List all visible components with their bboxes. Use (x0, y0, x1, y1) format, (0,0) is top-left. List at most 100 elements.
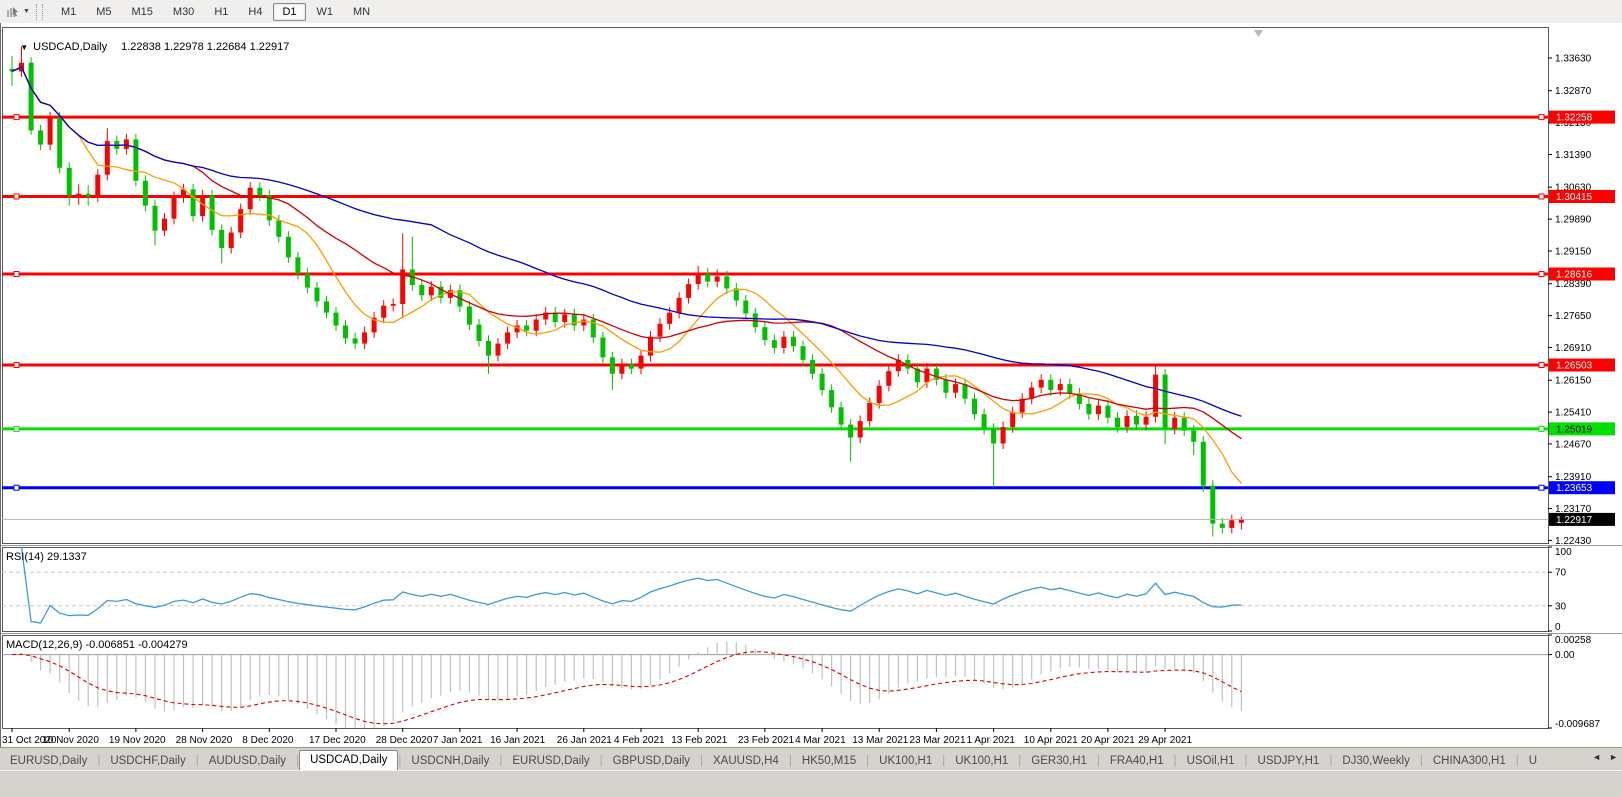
svg-text:1.28616: 1.28616 (1556, 270, 1593, 281)
timeframe-buttons: M1 M5 M15 M30 H1 H4 D1 W1 MN (51, 2, 380, 21)
tab-separator: | (599, 755, 603, 767)
tab-separator: | (499, 755, 503, 767)
tab-separator: | (1018, 755, 1022, 767)
chart-symbol-period: USDCAD,Daily (33, 41, 108, 53)
svg-text:4 Mar 2021: 4 Mar 2021 (795, 735, 846, 746)
timeframe-toolbar: ▼ M1 M5 M15 M30 H1 H4 D1 W1 MN (0, 0, 1622, 24)
timeframe-button-w1[interactable]: W1 (316, 5, 334, 18)
svg-text:1.26150: 1.26150 (1555, 376, 1592, 387)
svg-text:8 Dec 2020: 8 Dec 2020 (242, 735, 294, 746)
svg-text:28 Nov 2020: 28 Nov 2020 (176, 735, 233, 746)
chevron-down-icon[interactable]: ▼ (23, 8, 30, 15)
svg-text:19 Nov 2020: 19 Nov 2020 (109, 735, 166, 746)
timeframe-button-m15[interactable]: M15 (131, 5, 153, 18)
svg-text:1.28390: 1.28390 (1555, 279, 1592, 290)
svg-text:70: 70 (1555, 568, 1567, 579)
chart-cursor-icon-glyph (7, 6, 18, 17)
svg-text:1.30630: 1.30630 (1555, 183, 1592, 194)
tab-separator: | (1096, 755, 1100, 767)
timeframe-button-d1[interactable]: D1 (273, 2, 306, 21)
chart-cursor-icon[interactable] (3, 4, 23, 20)
svg-text:1.23910: 1.23910 (1555, 472, 1592, 483)
macd-signal-line (11, 651, 1242, 725)
svg-text:23 Mar 2021: 23 Mar 2021 (909, 735, 966, 746)
symbol-tab-u[interactable]: U (1528, 755, 1538, 767)
symbol-tab-fra40-h1[interactable]: FRA40,H1 (1109, 755, 1164, 767)
svg-text:13 Mar 2021: 13 Mar 2021 (852, 735, 909, 746)
status-bar (0, 770, 1622, 797)
symbol-tab-usdcad-daily[interactable]: USDCAD,Daily (299, 750, 399, 771)
svg-text:1.23653: 1.23653 (1556, 483, 1593, 494)
candles-layer (9, 46, 1244, 537)
svg-text:1.27650: 1.27650 (1555, 311, 1592, 322)
symbol-tab-eurusd-daily[interactable]: EURUSD,Daily (10, 755, 88, 767)
chart-shift-triangle-icon[interactable] (1254, 30, 1263, 37)
tab-separator: | (398, 755, 402, 767)
svg-text:1.25019: 1.25019 (1556, 424, 1593, 435)
svg-text:1.32870: 1.32870 (1555, 86, 1592, 97)
svg-text:1.23170: 1.23170 (1555, 504, 1592, 515)
rsi-indicator-label: RSI(14) 29.1337 (6, 551, 87, 563)
tab-separator: | (1515, 755, 1519, 767)
tab-scrollers: ◄ ► (1592, 752, 1618, 762)
svg-text:10 Nov 2020: 10 Nov 2020 (42, 735, 99, 746)
timeframe-button-h4[interactable]: H4 (248, 5, 263, 18)
symbol-tab-usoil-h1[interactable]: USOil,H1 (1186, 755, 1235, 767)
symbol-tab-uk100-h1[interactable]: UK100,H1 (879, 755, 933, 767)
svg-text:1.24670: 1.24670 (1555, 439, 1592, 450)
macd-indicator-label: MACD(12,26,9) -0.006851 -0.004279 (6, 639, 188, 651)
timeframe-button-mn[interactable]: MN (353, 5, 371, 18)
chart-title-caret-icon[interactable]: ▼ (20, 43, 29, 52)
svg-text:30: 30 (1555, 601, 1567, 612)
svg-text:28 Dec 2020: 28 Dec 2020 (376, 735, 433, 746)
chart-ohlc-readout: 1.22838 1.22978 1.22684 1.22917 (121, 41, 290, 53)
svg-text:1.33630: 1.33630 (1555, 54, 1592, 65)
tab-scroll-left-icon[interactable]: ◄ (1592, 752, 1602, 762)
toolbar-grip[interactable] (35, 3, 43, 20)
symbol-tab-eurusd-daily[interactable]: EURUSD,Daily (512, 755, 590, 767)
symbol-tab-xauusd-h4[interactable]: XAUUSD,H4 (713, 755, 779, 767)
svg-text:1.25410: 1.25410 (1555, 408, 1592, 419)
symbol-tab-dj30-weekly[interactable]: DJ30,Weekly (1342, 755, 1410, 767)
tab-separator: | (1173, 755, 1177, 767)
symbol-tab-usdjpy-h1[interactable]: USDJPY,H1 (1257, 755, 1320, 767)
svg-text:17 Dec 2020: 17 Dec 2020 (309, 735, 366, 746)
tab-separator: | (700, 755, 703, 767)
svg-text:13 Feb 2021: 13 Feb 2021 (671, 735, 728, 746)
chart-canvas[interactable]: 1.33630 1.32870 1.32130 1.31390 1.30630 1.298… (0, 23, 1622, 747)
symbol-tab-usdchf-daily[interactable]: USDCHF,Daily (110, 755, 186, 767)
svg-text:1.26503: 1.26503 (1556, 361, 1593, 372)
svg-text:1.26910: 1.26910 (1555, 343, 1592, 354)
timeframe-button-m1[interactable]: M1 (60, 5, 77, 18)
slow-ma (11, 66, 1242, 417)
symbol-tab-gbpusd-daily[interactable]: GBPUSD,Daily (612, 755, 690, 767)
symbol-tab-hk50-m15[interactable]: HK50,M15 (801, 755, 857, 767)
svg-text:1.22430: 1.22430 (1555, 536, 1592, 547)
tab-separator: | (296, 755, 300, 767)
timeframe-button-m30[interactable]: M30 (172, 5, 195, 18)
tab-separator: | (1329, 755, 1333, 767)
horizontal-lines[interactable]: 1.32258 1.30415 1.28616 1.26503 1.25019 1.236… (2, 110, 1615, 495)
svg-text:-0.009687: -0.009687 (1555, 719, 1600, 730)
svg-text:1 Apr 2021: 1 Apr 2021 (967, 735, 1016, 746)
symbol-tab-uk100-h1[interactable]: UK100,H1 (955, 755, 1009, 767)
tab-separator: | (866, 755, 870, 767)
symbol-tab-ger30-h1[interactable]: GER30,H1 (1031, 755, 1087, 767)
macd-panel (2, 641, 1548, 728)
symbol-tab-china300-h1[interactable]: CHINA300,H1 (1432, 755, 1506, 767)
tab-separator: | (195, 755, 199, 767)
svg-text:1.30415: 1.30415 (1556, 192, 1593, 203)
symbol-tab-usdcnh-daily[interactable]: USDCNH,Daily (411, 755, 490, 767)
tab-separator: | (788, 755, 792, 767)
timeframe-button-h1[interactable]: H1 (214, 5, 229, 18)
chart-title: ▼ USDCAD,Daily 1.22838 1.22978 1.22684 1.2… (8, 29, 289, 65)
svg-text:1.22917: 1.22917 (1556, 515, 1593, 526)
svg-text:1.32130: 1.32130 (1555, 118, 1592, 129)
tab-scroll-right-icon[interactable]: ► (1609, 752, 1618, 762)
svg-text:1.32258: 1.32258 (1556, 113, 1593, 124)
timeframe-button-m5[interactable]: M5 (96, 5, 112, 18)
tab-separator: | (942, 755, 946, 767)
svg-text:100: 100 (1555, 547, 1572, 558)
symbol-tab-audusd-daily[interactable]: AUDUSD,Daily (208, 755, 287, 767)
